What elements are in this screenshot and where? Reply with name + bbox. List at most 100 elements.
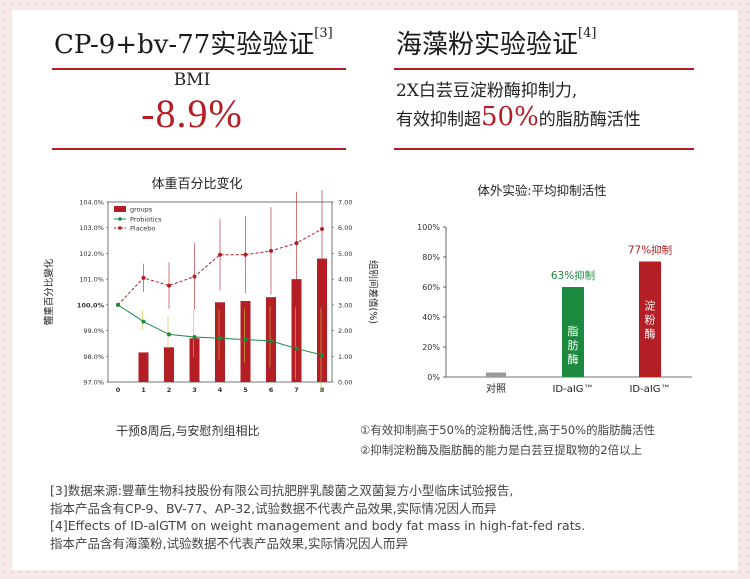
placebo-point: [218, 252, 222, 257]
y2-tick-label: 2.00: [338, 327, 352, 335]
y-tick-label: 98.0%: [83, 353, 104, 361]
bar-label-char: 酶: [568, 353, 579, 366]
bar-label-char: 脂: [568, 324, 579, 338]
probiotics-point: [294, 346, 299, 351]
y-tick-label: 99.0%: [83, 327, 104, 335]
probiotics-point: [141, 319, 146, 324]
content-card: CP-9+bv-77实验验证[3] BMI -8.9% 海藻粉实验验证[4] 2…: [12, 10, 738, 570]
right-stat-line2: 有效抑制超50%的脂肪酶活性: [396, 102, 641, 132]
bar: [291, 279, 302, 382]
y-tick-label: 100%: [417, 223, 440, 232]
placebo-point: [167, 283, 171, 288]
weight-chart-caption: 干预8周后,与安慰剂组相比: [116, 424, 260, 438]
placebo-point: [192, 274, 197, 279]
probiotics-point: [192, 335, 197, 339]
left-title-divider: [52, 68, 346, 70]
x-tick-label: 1: [141, 386, 146, 394]
probiotics-point: [167, 332, 171, 337]
y-tick-label: 97.0%: [83, 379, 104, 387]
x-tick-label: ID-aIG™: [552, 384, 593, 395]
placebo-point: [320, 227, 324, 231]
probiotics-point: [269, 338, 273, 343]
left-bottom-divider: [52, 148, 346, 150]
data-label: 77%抑制: [628, 244, 672, 257]
legend-swatch-groups: [114, 206, 126, 212]
bar-label-char: 酶: [645, 328, 656, 341]
legend-label: Placebo: [130, 225, 155, 233]
probiotics-point: [218, 336, 222, 341]
bar: [215, 302, 225, 382]
inhibit-chart-title: 体外实验:平均抑制活性: [477, 183, 607, 198]
x-tick-label: 3: [192, 386, 197, 394]
legend-label: groups: [130, 206, 153, 214]
bar-label-char: 粉: [645, 314, 656, 327]
y2-tick-label: 4.00: [338, 276, 352, 284]
bar: [486, 372, 506, 377]
legend-marker-probiotics: [118, 217, 122, 221]
bar: [164, 347, 174, 382]
left-title-text: CP-9+bv-77实验验证: [54, 30, 315, 60]
right-title-text: 海藻粉实验验证: [396, 30, 579, 60]
weight-chart-title: 体重百分比变化: [151, 177, 243, 192]
y-tick-label: 104.0%: [79, 199, 104, 207]
bmi-value: -8.9%: [141, 91, 243, 136]
y2-axis-label: 组别间差值(%): [367, 260, 379, 324]
right-stat-suffix: 的脂肪酶活性: [538, 110, 641, 130]
x-tick-label: 对照: [486, 382, 506, 395]
right-stat-prefix: 有效抑制超: [396, 110, 481, 130]
data-label: 63%抑制: [551, 269, 595, 282]
bar: [317, 258, 327, 382]
placebo-point: [269, 248, 273, 253]
y2-tick-label: 7.00: [338, 199, 352, 207]
y2-tick-label: 0.00: [338, 379, 352, 387]
x-tick-label: 0: [116, 386, 121, 394]
y2-tick-label: 1.00: [338, 353, 352, 361]
y-tick-label: 100.0%: [77, 301, 105, 309]
bar: [562, 287, 584, 377]
y-tick-label: 101.0%: [79, 276, 104, 284]
y2-tick-label: 5.00: [338, 250, 352, 258]
legend-label: Probiotics: [130, 216, 162, 224]
y-tick-label: 102.0%: [79, 250, 104, 258]
x-tick-label: 2: [167, 386, 172, 394]
probiotics-point: [320, 353, 324, 357]
y-axis-label: 體重百分比變化: [43, 258, 55, 325]
right-title-divider: [394, 68, 694, 70]
bar-label-char: 肪: [568, 338, 579, 352]
footnote-line: 指本产品含有海藻粉,试验数据不代表产品效果,实际情况因人而异: [50, 535, 408, 551]
right-stat-pct: 50%: [481, 102, 539, 132]
y-tick-label: 0%: [427, 373, 440, 382]
placebo-line: [117, 228, 323, 306]
y-tick-label: 60%: [422, 283, 440, 292]
bar: [189, 338, 200, 382]
inhibit-chart: 0%20%40%60%80%100%对照 ID-aIG™63%抑制脂肪酶ID-aI…: [417, 223, 692, 395]
placebo-point: [141, 275, 146, 280]
probiotics-point: [243, 337, 248, 342]
y2-tick-label: 6.00: [338, 224, 352, 232]
inhibit-note-2: ②抑制淀粉酶及脂肪酶的能力是白芸豆提取物的2倍以上: [360, 443, 643, 457]
footnote-line: [3]数据来源:豐華生物科技股份有限公司抗肥胖乳酸菌之双菌复方小型临床试验报告,: [50, 483, 514, 498]
footnote-line: [4]Effects of ID-alGTM on weight managem…: [50, 518, 586, 533]
legend-marker-placebo: [118, 226, 122, 230]
x-tick-label: ID-aIG™: [629, 384, 670, 395]
y2-tick-label: 3.00: [338, 301, 352, 309]
y-tick-label: 40%: [422, 313, 440, 322]
y-tick-label: 103.0%: [79, 224, 104, 232]
placebo-point: [294, 241, 299, 246]
bar-label-char: 淀: [645, 299, 656, 313]
weight-chart: 97.0% 98.0% 99.0% 100.0% 101.0% 102.0% 103.0% 1…: [43, 190, 379, 394]
left-title: CP-9+bv-77实验验证[3]: [54, 24, 333, 61]
footnote-line: 指本产品含有CP-9、BV-77、AP-32,试验数据不代表产品效果,实际情况因…: [50, 500, 497, 516]
x-tick-label: 7: [294, 386, 299, 394]
inhibit-note-1: ①有效抑制高于50%的淀粉酶活性,高于50%的脂肪酶活性: [360, 423, 656, 437]
right-title-ref: [4]: [578, 26, 597, 41]
bar: [138, 352, 149, 382]
y-tick-label: 20%: [422, 343, 440, 352]
bar: [639, 261, 661, 377]
x-tick-label: 4: [218, 386, 223, 394]
right-stat-line1: 2X白芸豆淀粉酶抑制力,: [396, 81, 578, 101]
right-bottom-divider: [394, 148, 694, 150]
left-title-ref: [3]: [314, 26, 333, 41]
x-tick-label: 5: [243, 386, 248, 394]
